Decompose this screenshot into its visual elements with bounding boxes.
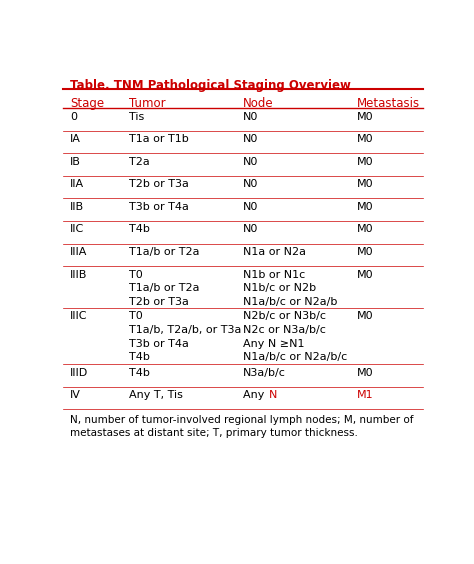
Text: M0: M0	[357, 368, 374, 378]
Text: Tumor: Tumor	[129, 97, 166, 110]
Text: T0
T1a/b or T2a
T2b or T3a: T0 T1a/b or T2a T2b or T3a	[129, 270, 200, 307]
Text: N2b/c or N3b/c
N2c or N3a/b/c
Any N ≥N1
N1a/b/c or N2a/b/c: N2b/c or N3b/c N2c or N3a/b/c Any N ≥N1 …	[243, 311, 347, 362]
Text: N0: N0	[243, 157, 258, 167]
Text: IIB: IIB	[70, 202, 84, 212]
Text: Node: Node	[243, 97, 273, 110]
Text: M0: M0	[357, 202, 374, 212]
Text: T4b: T4b	[129, 224, 150, 235]
Text: M0: M0	[357, 134, 374, 144]
Text: IB: IB	[70, 157, 81, 167]
Text: Any: Any	[243, 390, 268, 400]
Text: M0: M0	[357, 179, 374, 190]
Text: N0: N0	[243, 224, 258, 235]
Text: Tis: Tis	[129, 112, 144, 122]
Text: T2b or T3a: T2b or T3a	[129, 179, 189, 190]
Text: N: N	[269, 390, 278, 400]
Text: T1a/b or T2a: T1a/b or T2a	[129, 247, 200, 257]
Text: N0: N0	[243, 202, 258, 212]
Text: N, number of tumor-involved regional lymph nodes; M, number of
metastases at dis: N, number of tumor-involved regional lym…	[70, 415, 414, 438]
Text: M0: M0	[357, 247, 374, 257]
Text: IIIC: IIIC	[70, 311, 88, 321]
Text: M0: M0	[357, 224, 374, 235]
Text: N0: N0	[243, 179, 258, 190]
Text: M0: M0	[357, 157, 374, 167]
Text: N0: N0	[243, 134, 258, 144]
Text: N0: N0	[243, 112, 258, 122]
Text: M0: M0	[357, 112, 374, 122]
Text: IIC: IIC	[70, 224, 84, 235]
Text: Table. TNM Pathological Staging Overview: Table. TNM Pathological Staging Overview	[70, 79, 351, 92]
Text: T4b: T4b	[129, 368, 150, 378]
Text: IA: IA	[70, 134, 81, 144]
Text: IIID: IIID	[70, 368, 89, 378]
Text: N1a or N2a: N1a or N2a	[243, 247, 306, 257]
Text: 0: 0	[70, 112, 77, 122]
Text: IIIB: IIIB	[70, 270, 88, 280]
Text: Stage: Stage	[70, 97, 104, 110]
Text: T3b or T4a: T3b or T4a	[129, 202, 189, 212]
Text: T1a or T1b: T1a or T1b	[129, 134, 189, 144]
Text: M1: M1	[357, 390, 374, 400]
Text: T0
T1a/b, T2a/b, or T3a
T3b or T4a
T4b: T0 T1a/b, T2a/b, or T3a T3b or T4a T4b	[129, 311, 241, 362]
Text: N3a/b/c: N3a/b/c	[243, 368, 286, 378]
Text: M0: M0	[357, 311, 374, 321]
Text: Metastasis: Metastasis	[357, 97, 420, 110]
Text: Any T, Tis: Any T, Tis	[129, 390, 183, 400]
Text: IIIA: IIIA	[70, 247, 88, 257]
Text: N1b or N1c
N1b/c or N2b
N1a/b/c or N2a/b: N1b or N1c N1b/c or N2b N1a/b/c or N2a/b	[243, 270, 337, 307]
Text: M0: M0	[357, 270, 374, 280]
Text: T2a: T2a	[129, 157, 150, 167]
Text: IV: IV	[70, 390, 81, 400]
Text: IIA: IIA	[70, 179, 84, 190]
